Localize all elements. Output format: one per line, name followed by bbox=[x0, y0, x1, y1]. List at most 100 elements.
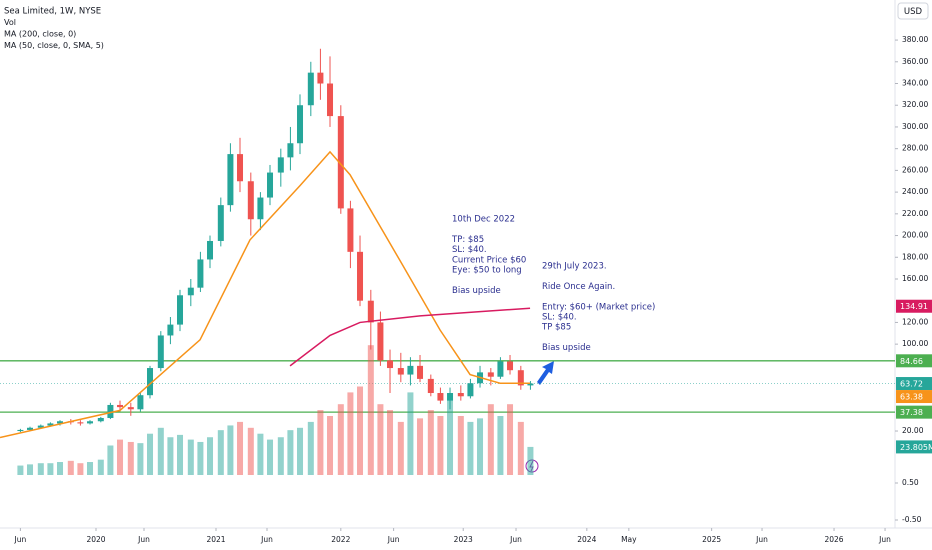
volume-bar bbox=[87, 462, 94, 475]
annotation-line: Eye: $50 to long bbox=[452, 266, 522, 276]
price-badge-label: 63.38 bbox=[900, 393, 923, 402]
candle-body bbox=[527, 383, 534, 386]
candle-body bbox=[317, 72, 324, 84]
price-badge-label: 84.66 bbox=[900, 357, 923, 366]
x-tick-label: Jun bbox=[387, 535, 400, 544]
candle-body bbox=[97, 417, 104, 422]
candle-body bbox=[367, 300, 374, 323]
price-badge bbox=[896, 354, 932, 368]
legend-line: MA (200, close, 0) bbox=[4, 30, 76, 39]
volume-bar bbox=[107, 445, 114, 475]
y-tick-label: 380.00 bbox=[902, 35, 928, 44]
annotation-line: TP $85 bbox=[541, 323, 571, 333]
y-tick-label: 340.00 bbox=[902, 79, 928, 88]
annotation-line: SL: $40. bbox=[542, 313, 577, 323]
x-tick-label: 2022 bbox=[331, 535, 350, 544]
volume-bar bbox=[437, 416, 444, 475]
volume-bar bbox=[127, 441, 134, 475]
candle-body bbox=[137, 395, 144, 410]
candle-body bbox=[407, 365, 414, 375]
candle-body bbox=[247, 181, 254, 220]
volume-bar bbox=[467, 421, 474, 475]
volume-bar bbox=[487, 404, 494, 475]
volume-bar bbox=[407, 392, 414, 475]
candle-body bbox=[187, 287, 194, 296]
x-tick-label: Jun bbox=[509, 535, 522, 544]
candle-body bbox=[357, 251, 364, 301]
volume-bar bbox=[27, 464, 34, 475]
candle-body bbox=[437, 393, 444, 401]
legend-line: Sea Limited, 1W, NYSE bbox=[4, 7, 101, 17]
volume-bar bbox=[187, 439, 194, 475]
y2-tick-label: -0.50 bbox=[902, 515, 922, 524]
volume-bar bbox=[207, 437, 214, 475]
volume-bar bbox=[507, 404, 514, 475]
volume-bar bbox=[357, 386, 364, 475]
volume-bar bbox=[417, 418, 424, 475]
volume-bar bbox=[337, 404, 344, 475]
candle-body bbox=[217, 205, 224, 241]
price-badge bbox=[896, 390, 932, 404]
candle-body bbox=[157, 335, 164, 369]
candle-body bbox=[267, 172, 274, 198]
volume-bar bbox=[387, 410, 394, 475]
y-tick-label: 180.00 bbox=[902, 252, 928, 261]
candle-body bbox=[467, 383, 474, 397]
x-tick-label: 2024 bbox=[577, 535, 596, 544]
volume-bar bbox=[147, 433, 154, 475]
moving-average: MA (50, close, 0, SMA, 5) bbox=[0, 150, 531, 439]
candle-body bbox=[197, 259, 204, 288]
y-tick-label: 200.00 bbox=[902, 231, 928, 240]
candle-body bbox=[387, 360, 394, 369]
candle-body bbox=[257, 197, 264, 220]
legend-line: MA (50, close, 0, SMA, 5) bbox=[4, 41, 104, 50]
candle-body bbox=[397, 368, 404, 375]
volume-bar bbox=[297, 427, 304, 475]
moving-average: MA (200, close, 0) bbox=[289, 307, 531, 367]
volume-bar bbox=[257, 433, 264, 475]
price-badge bbox=[896, 377, 932, 391]
candle-body bbox=[447, 393, 454, 401]
y-tick-label: 240.00 bbox=[902, 187, 928, 196]
candle-body bbox=[417, 365, 424, 379]
volume-bar bbox=[167, 437, 174, 475]
candle-body bbox=[117, 404, 124, 408]
candle-body bbox=[127, 407, 134, 410]
candle-body bbox=[297, 105, 304, 144]
annotation-line: 29th July 2023. bbox=[542, 262, 607, 272]
candle-body bbox=[337, 116, 344, 209]
candle-body bbox=[27, 427, 34, 430]
price-badge-label: 63.72 bbox=[900, 380, 923, 389]
annotation-line: TP: $85 bbox=[451, 235, 484, 245]
volume-bar bbox=[197, 441, 204, 475]
volume-bar bbox=[97, 459, 104, 475]
volume-bar bbox=[227, 425, 234, 475]
candle-body bbox=[517, 370, 524, 386]
y-tick-label: 20.00 bbox=[902, 426, 924, 435]
candle-body bbox=[497, 361, 504, 377]
annotation-line: Entry: $60+ (Market price) bbox=[542, 302, 655, 312]
x-tick-label: 2025 bbox=[702, 535, 721, 544]
volume-bar bbox=[137, 443, 144, 475]
volume-bar bbox=[527, 446, 534, 475]
volume-bar bbox=[377, 404, 384, 475]
volume-bar bbox=[497, 416, 504, 475]
y-tick-label: 120.00 bbox=[902, 317, 928, 326]
currency-box[interactable] bbox=[897, 2, 929, 20]
x-tick-label: May bbox=[621, 535, 637, 544]
volume-bar bbox=[277, 437, 284, 475]
candle-body bbox=[47, 423, 54, 426]
volume-bar bbox=[17, 465, 24, 475]
candle-body bbox=[237, 154, 244, 182]
volume-bar bbox=[347, 392, 354, 475]
volume-bar bbox=[47, 463, 54, 475]
y-tick-label: 260.00 bbox=[902, 165, 928, 174]
annotation-line: 10th Dec 2022 bbox=[452, 215, 515, 225]
annotation-line: Current Price $60 bbox=[452, 255, 526, 265]
price-badge bbox=[896, 440, 932, 454]
volume-bar bbox=[177, 434, 184, 475]
x-tick-label: 2021 bbox=[206, 535, 225, 544]
volume-bar bbox=[287, 430, 294, 475]
x-tick-label: Jun bbox=[137, 535, 150, 544]
